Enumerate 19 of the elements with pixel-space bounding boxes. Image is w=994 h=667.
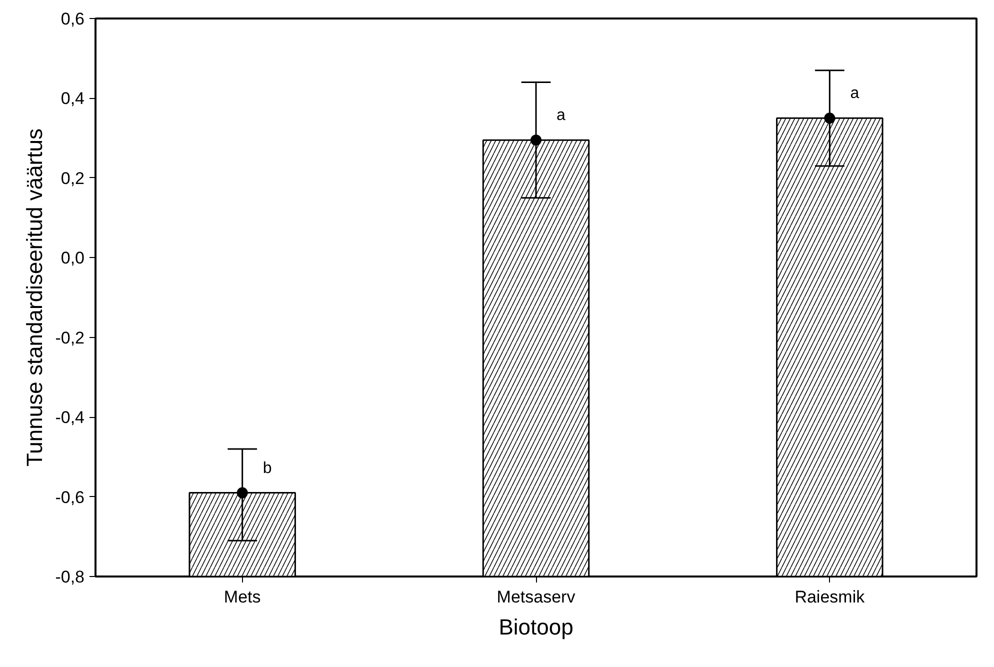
y-tick-label: 0,4: [60, 89, 85, 108]
x-axis-title: Biotoop: [498, 614, 574, 640]
y-tick-label: -0,2: [55, 328, 85, 348]
y-tick-label: 0,0: [60, 248, 85, 268]
point: [236, 487, 248, 498]
annotation: b: [262, 460, 272, 477]
annotation: a: [850, 85, 860, 102]
y-axis-title: Tunnuse standardiseeritud väärtus: [22, 128, 48, 466]
y-tick-label: -0,8: [55, 568, 85, 586]
x-tick-label: Metsaserv: [496, 588, 576, 606]
annotation: a: [556, 107, 566, 124]
y-tick-label: -0,6: [55, 488, 85, 507]
x-tick-label: Mets: [224, 588, 261, 606]
y-tick-label: 0,6: [60, 10, 85, 28]
point: [824, 112, 836, 124]
point: [530, 134, 542, 146]
y-tick-label: -0,4: [55, 408, 85, 428]
x-tick-label: Raiesmik: [794, 588, 866, 606]
y-tick-label: 0,2: [60, 168, 85, 188]
